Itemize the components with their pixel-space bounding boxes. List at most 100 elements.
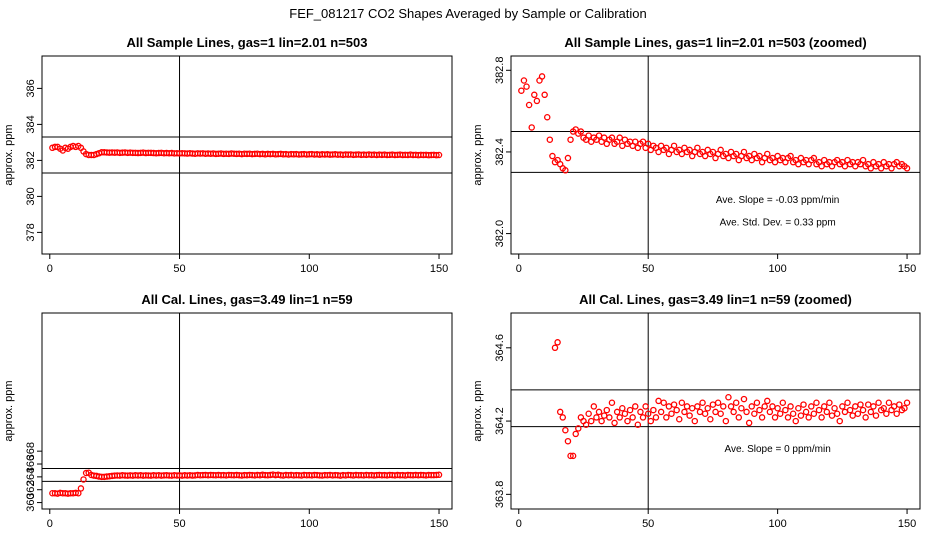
data-point [717, 410, 724, 417]
data-point [813, 399, 820, 407]
x-tick-label: 150 [430, 518, 448, 530]
data-point [435, 151, 443, 159]
data-point [585, 132, 592, 139]
data-point [792, 417, 799, 425]
data-point [735, 414, 743, 421]
data-point [75, 490, 82, 497]
data-point [619, 142, 626, 150]
panel-title: All Sample Lines, gas=1 lin=2.01 n=503 (… [564, 35, 866, 50]
data-point [694, 403, 701, 410]
data-point [836, 417, 844, 425]
data-point [551, 344, 559, 352]
data-point [743, 408, 750, 416]
data-point [652, 414, 660, 421]
data-point [585, 410, 592, 417]
x-tick-label: 100 [768, 263, 786, 275]
data-point [525, 101, 533, 109]
data-point [590, 403, 598, 410]
data-point [771, 158, 779, 166]
data-point [657, 408, 665, 416]
data-point [595, 132, 603, 139]
y-tick-label: 382.0 [494, 220, 506, 248]
data-point [616, 134, 623, 141]
x-tick-label: 50 [173, 263, 185, 275]
data-point [870, 403, 877, 410]
data-point [844, 399, 851, 407]
data-point [828, 412, 836, 419]
data-point [795, 405, 802, 412]
x-tick-label: 100 [768, 518, 786, 530]
y-tick-label: 364.6 [494, 334, 506, 362]
data-point [686, 146, 693, 154]
data-point [883, 410, 890, 417]
data-point [717, 146, 724, 154]
data-point [567, 452, 574, 460]
series-points [49, 142, 443, 159]
plot-panel-4: All Cal. Lines, gas=3.49 lin=1 n=59 (zoo… [472, 292, 921, 530]
data-point [896, 401, 903, 408]
data-point [826, 399, 833, 407]
data-point [688, 405, 696, 412]
panel-title: All Cal. Lines, gas=3.49 lin=1 n=59 [141, 292, 352, 307]
data-point [518, 87, 525, 94]
y-tick-label: 386 [25, 79, 37, 97]
y-axis-label: approx. ppm [3, 124, 15, 185]
data-point [756, 152, 763, 160]
data-point [753, 399, 761, 407]
x-tick-label: 150 [430, 263, 448, 275]
data-point [632, 138, 639, 145]
data-point [595, 408, 603, 416]
y-axis-label: approx. ppm [3, 380, 15, 441]
data-point [655, 397, 662, 405]
data-point [815, 406, 823, 414]
y-tick-label: 378 [25, 223, 37, 241]
data-point [587, 417, 595, 425]
data-point [608, 134, 616, 141]
data-point [714, 399, 722, 407]
data-point [831, 405, 838, 412]
data-point [556, 408, 564, 416]
plot-panel-3: All Cal. Lines, gas=3.49 lin=1 n=59 0 50 10… [3, 292, 453, 530]
data-point [562, 426, 569, 434]
y-tick-label: 360 [25, 493, 37, 511]
y-tick-label: 363.8 [494, 481, 506, 509]
data-point [725, 154, 732, 162]
data-point [686, 412, 693, 419]
plot-panel-2: All Sample Lines, gas=1 lin=2.01 n=503 (… [472, 35, 921, 275]
data-point [740, 395, 748, 403]
data-point [531, 91, 538, 99]
data-point [893, 410, 900, 417]
data-point [606, 414, 613, 421]
data-point [696, 408, 704, 416]
series-points [49, 469, 443, 497]
data-point [642, 403, 649, 410]
y-tick-label: 366 [25, 455, 37, 473]
data-point [841, 162, 849, 170]
data-point [846, 406, 854, 414]
data-point [528, 124, 535, 131]
data-point [691, 417, 699, 425]
data-point [751, 410, 758, 417]
series-points [551, 339, 911, 460]
data-point [701, 410, 709, 417]
data-point [784, 414, 792, 421]
data-point [593, 414, 600, 421]
data-point [608, 399, 616, 407]
data-point [564, 154, 572, 162]
data-point [720, 403, 727, 410]
data-point [789, 410, 797, 417]
x-tick-label: 50 [642, 518, 654, 530]
data-point [644, 410, 652, 417]
data-point [80, 476, 87, 483]
y-tick-label: 364 [25, 468, 37, 486]
panel-title: All Sample Lines, gas=1 lin=2.01 n=503 [127, 35, 368, 50]
data-point [523, 83, 530, 90]
data-point [877, 165, 885, 172]
data-point [626, 406, 634, 414]
data-point [748, 156, 755, 164]
data-point [520, 77, 528, 84]
data-point [833, 410, 841, 417]
data-point [433, 471, 440, 479]
data-point [740, 148, 748, 156]
